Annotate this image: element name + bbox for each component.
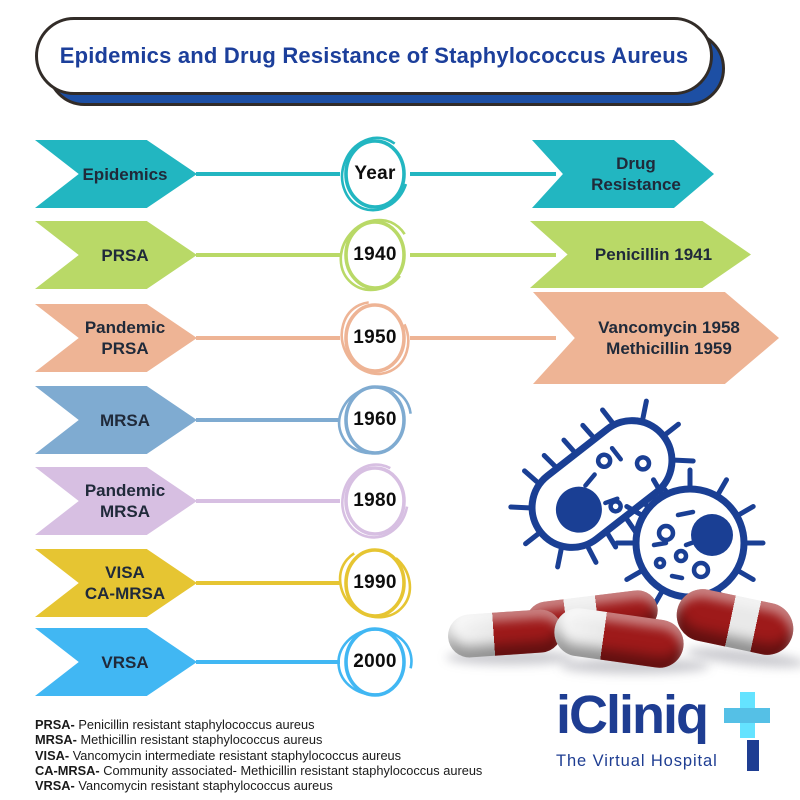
scribble-ring-icon — [340, 300, 410, 376]
prsa-arrow: PRSA — [35, 221, 197, 289]
legend-abbr: PRSA- — [35, 717, 75, 732]
year-circle-1980: 1980 — [337, 460, 413, 542]
year-header-circle: Year — [337, 133, 413, 215]
year-label-2000: 2000 — [353, 651, 397, 672]
year-label-1990: 1990 — [353, 572, 397, 593]
year-label-1960: 1960 — [353, 409, 397, 430]
drug-resistance-label: Drug Resistance — [591, 154, 681, 194]
legend-text: Penicillin resistant staphylococcus aure… — [74, 717, 315, 732]
scribble-ring-icon — [340, 136, 410, 212]
timeline-row-header: Epidemics Year Drug Resistance — [0, 133, 800, 215]
connector-line-left — [196, 581, 340, 585]
logo-q-tail — [747, 740, 759, 771]
vancomycin-methicillin-arrow: Vancomycin 1958 Methicillin 1959 — [533, 292, 779, 384]
year-circle-1960: 1960 — [337, 379, 413, 461]
logo-tagline: The Virtual Hospital — [556, 752, 718, 770]
legend-abbr: CA-MRSA- — [35, 762, 100, 778]
legend-item: CA-MRSA- Community associated- Methicill… — [35, 763, 482, 778]
pandemic-mrsa-label: Pandemic MRSA — [84, 481, 166, 521]
legend-text: Vancomycin resistant staphylococcus aure… — [74, 778, 333, 794]
penicillin-label: Penicillin 1941 — [594, 245, 713, 264]
pandemic-prsa-label: Pandemic PRSA — [84, 318, 166, 358]
legend-item: MRSA- Methicillin resistant staphylococc… — [35, 732, 482, 747]
visa-camrsa-arrow: VISA CA-MRSA — [35, 549, 197, 617]
logo-wordmark: iCliniq — [556, 685, 709, 745]
legend-item: PRSA- Penicillin resistant staphylococcu… — [35, 717, 482, 732]
epidemics-header-arrow: Epidemics — [35, 140, 197, 208]
pandemic-prsa-arrow: Pandemic PRSA — [35, 304, 197, 372]
drug-resistance-header-arrow: Drug Resistance — [532, 140, 714, 208]
connector-line-right — [410, 172, 556, 176]
scribble-ring-icon — [339, 218, 411, 292]
prsa-label: PRSA — [101, 245, 149, 265]
year-circle-2000: 2000 — [337, 621, 413, 703]
connector-line-left — [196, 418, 340, 422]
legend-abbr: VRSA- — [35, 778, 75, 794]
connector-line-left — [196, 172, 340, 176]
timeline-row-prsa: PRSA 1940 Penicillin 1941 — [0, 214, 800, 296]
legend-text: Vancomycin intermediate resistant staphy… — [69, 747, 402, 763]
bacteria-doodle-icon — [508, 398, 766, 619]
plus-icon — [724, 692, 770, 738]
connector-line-right — [410, 336, 556, 340]
page-title: Epidemics and Drug Resistance of Staphyl… — [59, 43, 689, 68]
connector-line-left — [196, 499, 340, 503]
connector-line-right — [410, 253, 556, 257]
timeline-row-pandemic-prsa: Pandemic PRSA 1950 Vancomycin 1958 Methi… — [0, 292, 800, 384]
abbreviation-legend: PRSA- Penicillin resistant staphylococcu… — [35, 717, 482, 793]
scribble-ring-icon — [338, 547, 412, 619]
year-circle-1990: 1990 — [337, 542, 413, 624]
legend-abbr: MRSA- — [35, 732, 77, 748]
scribble-ring-icon — [337, 385, 413, 455]
legend-abbr: VISA- — [35, 747, 70, 763]
year-label-1940: 1940 — [353, 244, 397, 265]
epidemics-label: Epidemics — [82, 164, 168, 184]
title-banner: Epidemics and Drug Resistance of Staphyl… — [35, 17, 713, 95]
connector-line-left — [196, 336, 340, 340]
timeline-row-vrsa: VRSA 2000 — [0, 621, 800, 703]
vancomycin-methicillin-label: Vancomycin 1958 Methicillin 1959 — [598, 318, 740, 358]
timeline-row-visa-camrsa: VISA CA-MRSA 1990 — [0, 542, 800, 624]
pandemic-mrsa-arrow: Pandemic MRSA — [35, 467, 197, 535]
legend-text: Methicillin resistant staphylococcus aur… — [76, 732, 323, 748]
timeline-row-pandemic-mrsa: Pandemic MRSA 1980 — [0, 460, 800, 542]
legend-text: Community associated- Methicillin resist… — [99, 762, 483, 778]
legend-item: VISA- Vancomycin intermediate resistant … — [35, 748, 482, 763]
legend-item: VRSA- Vancomycin resistant staphylococcu… — [35, 778, 482, 793]
scribble-ring-icon — [337, 627, 413, 697]
timeline-row-mrsa: MRSA 1960 — [0, 379, 800, 461]
brand-logo: iCliniq The Virtual Hospital — [556, 686, 794, 771]
capsule-pills-image — [442, 584, 800, 692]
penicillin-arrow: Penicillin 1941 — [530, 221, 751, 288]
mrsa-label: MRSA — [99, 410, 151, 430]
connector-line-left — [196, 660, 340, 664]
vrsa-label: VRSA — [101, 652, 149, 672]
mrsa-arrow: MRSA — [35, 386, 197, 454]
year-header-label: Year — [354, 163, 396, 184]
visa-camrsa-label: VISA CA-MRSA — [84, 563, 166, 603]
year-label-1950: 1950 — [353, 327, 397, 348]
year-circle-1950: 1950 — [337, 297, 413, 379]
vrsa-arrow: VRSA — [35, 628, 197, 696]
year-label-1980: 1980 — [353, 490, 397, 511]
connector-line-left — [196, 253, 340, 257]
scribble-ring-icon — [341, 463, 409, 539]
year-circle-1940: 1940 — [337, 214, 413, 296]
